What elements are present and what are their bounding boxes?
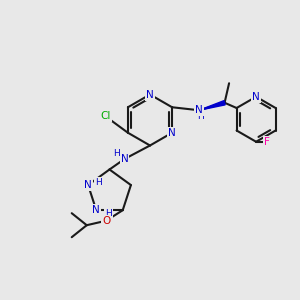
Text: N: N (252, 92, 260, 102)
Text: N: N (92, 205, 100, 215)
Text: H: H (105, 209, 112, 218)
Text: N: N (146, 89, 154, 100)
Text: Cl: Cl (100, 111, 111, 121)
Text: N: N (121, 154, 128, 164)
Text: N: N (84, 180, 92, 190)
Text: N: N (195, 105, 203, 115)
Text: N: N (168, 128, 176, 138)
Text: O: O (102, 216, 110, 226)
Text: F: F (264, 137, 269, 147)
Polygon shape (199, 100, 225, 110)
Text: H: H (95, 178, 102, 187)
Text: H: H (113, 149, 119, 158)
Text: H: H (197, 112, 204, 121)
